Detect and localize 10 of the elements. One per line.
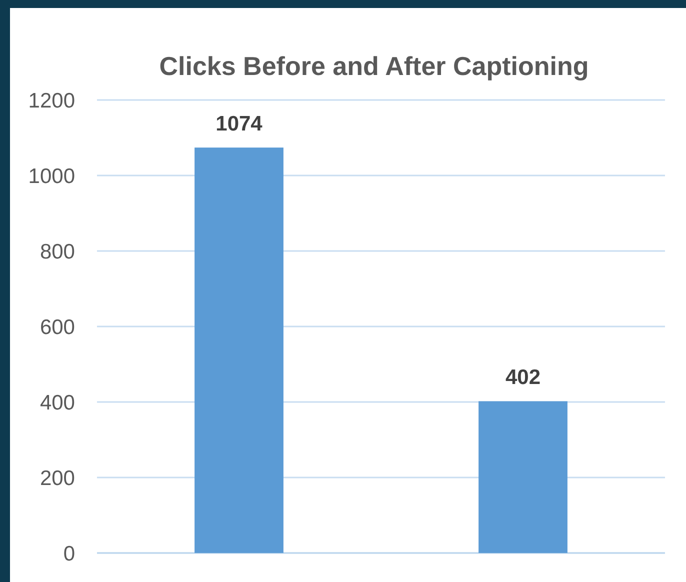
- y-tick-label: 0: [63, 542, 75, 566]
- y-tick-label: 800: [40, 240, 75, 264]
- y-tick-label: 200: [40, 466, 75, 490]
- y-tick-label: 1000: [28, 164, 75, 188]
- y-tick-label: 600: [40, 316, 75, 339]
- chart-title: Clicks Before and After Captioning: [159, 51, 589, 81]
- y-tick-label: 400: [40, 391, 75, 414]
- y-tick-label: 1200: [28, 89, 75, 112]
- data-label: 1074: [216, 112, 263, 136]
- data-label: 402: [505, 366, 541, 390]
